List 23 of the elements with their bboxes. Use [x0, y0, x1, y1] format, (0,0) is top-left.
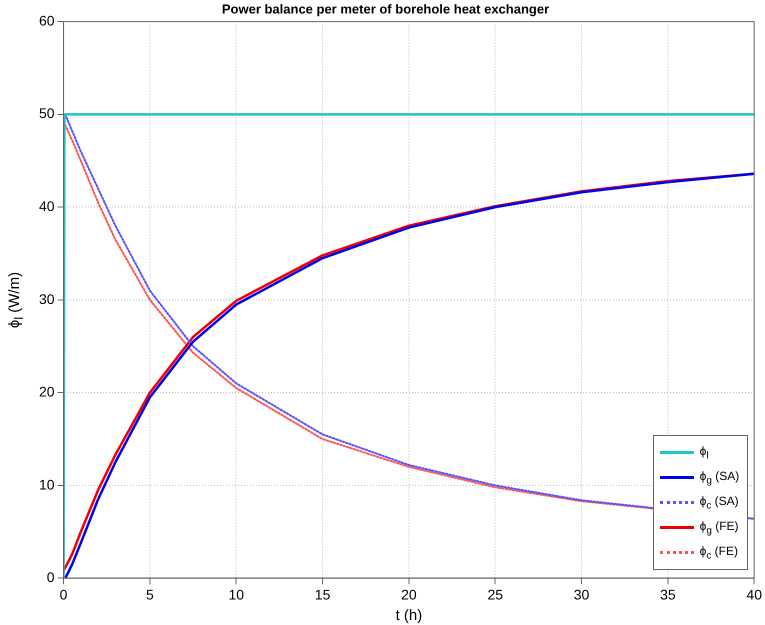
x-tick-label: 0 — [60, 586, 68, 602]
y-tick-label: 0 — [46, 569, 55, 586]
x-tick-label: 30 — [574, 586, 590, 602]
legend-label: ϕ$_{l}$ — [700, 444, 709, 462]
x-tick-label: 20 — [401, 586, 417, 602]
y-tick-label: 50 — [38, 105, 55, 122]
legend-label: ϕ$_{c}$ (SA) — [700, 494, 739, 512]
x-tick-label: 40 — [746, 586, 762, 602]
legend-label: ϕ$_{g}$ (SA) — [700, 469, 740, 486]
chart-title: Power balance per meter of borehole heat exchanger — [222, 1, 550, 16]
y-tick-label: 40 — [38, 198, 55, 214]
x-tick-label: 15 — [314, 586, 331, 602]
y-tick-label: 60 — [38, 12, 55, 28]
legend-label: ϕ$_{c}$ (FE) — [700, 544, 738, 562]
legend-label: ϕ$_{g}$ (FE) — [700, 519, 739, 536]
y-tick-label: 30 — [38, 290, 55, 307]
x-tick-label: 5 — [146, 586, 154, 602]
x-tick-label: 25 — [487, 586, 504, 602]
x-tick-label: 35 — [660, 586, 676, 602]
x-tick-label: 10 — [228, 586, 244, 602]
y-tick-label: 20 — [38, 384, 55, 400]
y-tick-label: 10 — [38, 476, 55, 492]
x-axis-title: t (h) — [396, 607, 422, 624]
